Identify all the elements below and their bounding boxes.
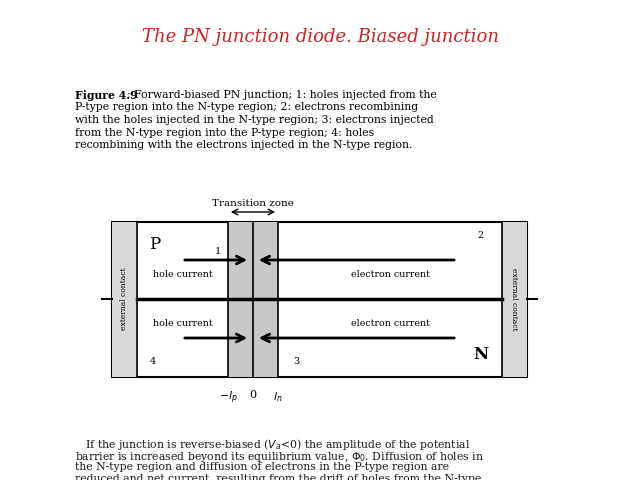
Text: electron current: electron current [351, 319, 429, 328]
Bar [112, 222, 527, 377]
Text: 0: 0 [250, 390, 257, 400]
Text: recombining with the electrons injected in the N-type region.: recombining with the electrons injected … [75, 140, 412, 150]
Text: Transition zone: Transition zone [212, 199, 294, 208]
Text: external contact: external contact [120, 268, 128, 330]
Text: barrier is increased beyond its equilibrium value, $\Phi_0$. Diffusion of holes : barrier is increased beyond its equilibr… [75, 449, 484, 464]
Text: P: P [149, 236, 160, 253]
Text: from the N-type region into the P-type region; 4: holes: from the N-type region into the P-type r… [75, 128, 374, 137]
Text: hole current: hole current [153, 319, 212, 328]
Text: P-type region into the N-type region; 2: electrons recombining: P-type region into the N-type region; 2:… [75, 103, 418, 112]
Bar [228, 222, 278, 377]
Text: N: N [473, 346, 488, 363]
Text: $l_n$: $l_n$ [273, 390, 283, 404]
Text: external contact: external contact [510, 268, 518, 330]
Text: with the holes injected in the N-type region; 3: electrons injected: with the holes injected in the N-type re… [75, 115, 434, 125]
Text: If the junction is reverse-biased ($V_a$<0) the amplitude of the potential: If the junction is reverse-biased ($V_a$… [75, 437, 470, 452]
Bar [502, 222, 527, 377]
Bar [112, 222, 137, 377]
Text: the N-type region and diffusion of electrons in the P-type region are: the N-type region and diffusion of elect… [75, 462, 449, 472]
Text: reduced and net current, resulting from the drift of holes from the N-type: reduced and net current, resulting from … [75, 475, 481, 480]
Text: 4: 4 [150, 357, 156, 365]
Text: 3: 3 [293, 357, 299, 365]
Text: 1: 1 [215, 248, 221, 256]
Text: : Forward-biased PN junction; 1: holes injected from the: : Forward-biased PN junction; 1: holes i… [127, 90, 436, 100]
Text: electron current: electron current [351, 270, 429, 279]
Text: $-l_p$: $-l_p$ [218, 390, 237, 407]
Text: hole current: hole current [153, 270, 212, 279]
Text: 2: 2 [477, 231, 483, 240]
Text: Figure 4.9: Figure 4.9 [75, 90, 138, 101]
Text: The PN junction diode. Biased junction: The PN junction diode. Biased junction [141, 28, 499, 46]
